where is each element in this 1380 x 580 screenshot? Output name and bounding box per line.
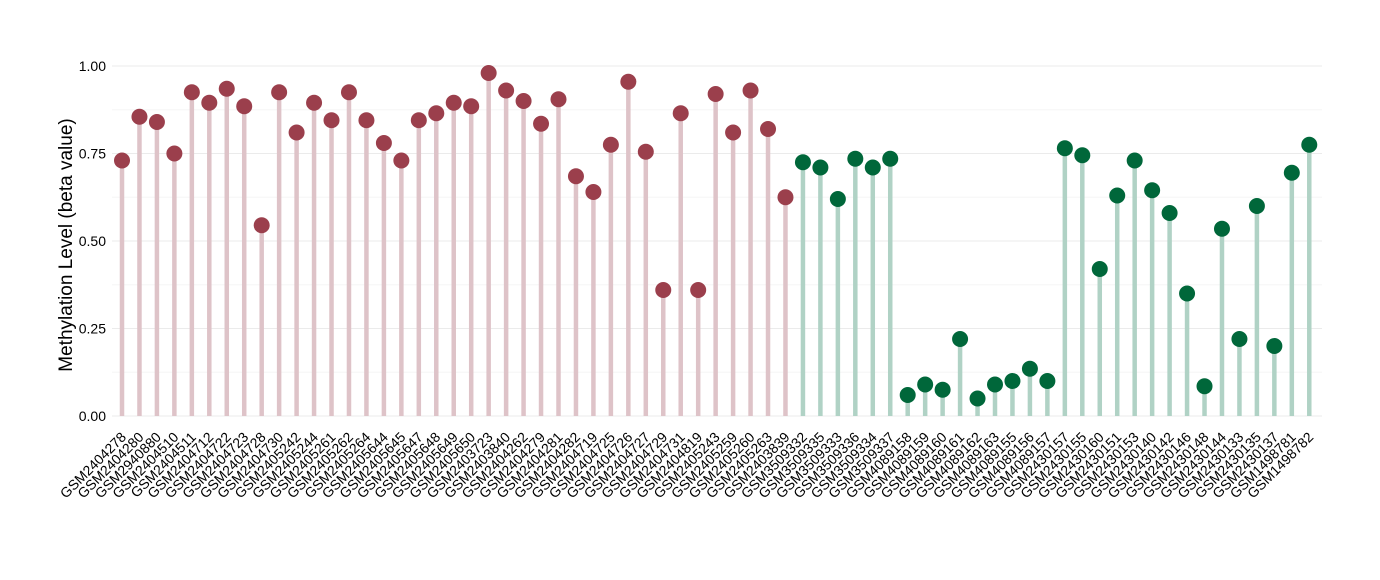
lollipop-point <box>445 94 462 111</box>
lollipop-point <box>498 82 515 99</box>
lollipop-point <box>288 124 305 141</box>
lollipop-point <box>602 136 619 153</box>
lollipop-point <box>323 112 340 129</box>
lollipop-point <box>742 82 759 99</box>
lollipop-point <box>1126 152 1143 169</box>
lollipop-point <box>183 84 200 101</box>
y-tick-label: 0.25 <box>79 321 106 337</box>
lollipop-point <box>725 124 742 141</box>
y-tick-label: 0.00 <box>79 408 106 424</box>
lollipop-point <box>1179 285 1196 302</box>
lollipop-point <box>987 376 1003 393</box>
lollipop-point <box>533 115 550 132</box>
lollipop-point <box>1039 373 1056 389</box>
lollipop-point <box>1196 378 1213 395</box>
lollipop-point <box>847 150 864 167</box>
lollipop-point <box>1161 205 1178 221</box>
lollipop-point <box>148 114 165 130</box>
lollipop-point <box>306 94 323 111</box>
x-axis-ticks: GSM2404278GSM2404280GSM2940880GSM2404510… <box>57 429 1317 502</box>
lollipop-point <box>515 93 532 109</box>
lollipop-point <box>567 168 584 185</box>
lollipop-point <box>1056 140 1073 157</box>
y-tick-label: 1.00 <box>79 58 106 74</box>
lollipop-point <box>114 152 130 169</box>
lollipop-point <box>777 189 794 206</box>
lollipop-point <box>236 98 253 115</box>
lollipop-point <box>1144 182 1161 199</box>
lollipop-point <box>882 150 899 167</box>
lollipop-point <box>463 98 480 115</box>
y-tick-label: 0.75 <box>79 146 106 162</box>
lollipop-point <box>166 145 183 162</box>
lollipop-point <box>393 152 410 169</box>
lollipop-point <box>340 84 357 101</box>
lollipop-point <box>375 135 392 151</box>
lollipop-point <box>952 331 969 347</box>
lollipop-point <box>201 94 218 111</box>
lollipop-point <box>1283 164 1300 181</box>
lollipop-point <box>1301 136 1318 153</box>
lollipop-point <box>672 105 689 122</box>
lollipop-point <box>864 159 881 176</box>
lollipop-point <box>1004 373 1021 389</box>
lollipop-point <box>829 191 846 207</box>
lollipop-point <box>585 184 602 200</box>
lollipop-point <box>812 159 829 176</box>
y-axis-ticks: 0.00 0.25 0.50 0.75 1.00 <box>79 58 106 424</box>
lollipop-point <box>358 112 375 129</box>
lollipop-point <box>1074 147 1091 164</box>
lollipop-point <box>1109 187 1126 204</box>
lollipop-point <box>760 121 777 137</box>
lollipop-point <box>253 217 270 234</box>
lollipop-point <box>1266 338 1283 354</box>
lollipop-point <box>794 154 811 171</box>
lollipop-point <box>428 105 445 122</box>
lollipop-point <box>480 65 497 81</box>
lollipop-point <box>410 112 427 129</box>
lollipop-point <box>899 387 916 403</box>
lollipop-point <box>934 381 951 398</box>
lollipop-point <box>550 91 567 108</box>
lollipop-point <box>620 73 637 90</box>
lollipop-point <box>1213 220 1230 237</box>
y-tick-label: 0.50 <box>79 233 106 249</box>
lollipop-point <box>1021 360 1038 377</box>
stems <box>119 73 1312 416</box>
lollipop-point <box>1091 261 1108 277</box>
lollipop-point <box>969 390 986 407</box>
y-axis-label: Methylation Level (beta value) <box>56 118 77 371</box>
lollipop-point <box>1231 331 1248 347</box>
lollipop-point <box>637 143 654 160</box>
lollipop-point <box>690 282 707 298</box>
lollipop-point <box>1248 198 1265 214</box>
lollipop-point <box>131 108 148 125</box>
lollipop-point <box>707 86 724 102</box>
lollipop-point <box>917 376 934 393</box>
points <box>114 65 1318 407</box>
lollipop-point <box>218 80 235 97</box>
lollipop-point <box>655 282 672 298</box>
lollipop-point <box>271 84 288 101</box>
